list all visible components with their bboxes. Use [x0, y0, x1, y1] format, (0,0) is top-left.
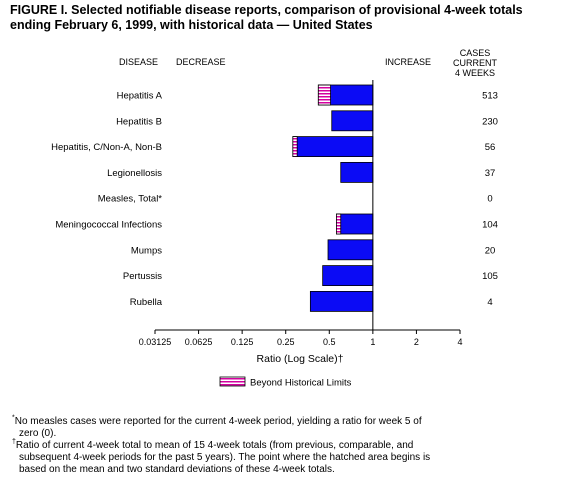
- hatch-hepatitis-c-non-a-non-b: [292, 136, 298, 158]
- footnote-ratio-text-1: Ratio of current 4-week total to mean of…: [15, 440, 414, 451]
- footnote-ratio-text-3: based on the mean and two standard devia…: [19, 464, 335, 475]
- category-label-hepatitis-a: Hepatitis A: [117, 91, 163, 102]
- x-tick-label-0-25: 0.25: [277, 337, 295, 347]
- footnote-ratio: †Ratio of current 4-week total to mean o…: [12, 438, 568, 476]
- bar-mumps: [327, 239, 374, 261]
- footnote-measles-text-1: No measles cases were reported for the c…: [14, 416, 422, 427]
- case-count-rubella: 4: [487, 297, 492, 308]
- column-header-decrease: DECREASE: [176, 57, 226, 67]
- figure-title-line-2: ending February 6, 1999, with historical…: [10, 18, 373, 32]
- footnote-measles-mark: *: [12, 414, 15, 422]
- category-label-hepatitis-b: Hepatitis B: [116, 116, 162, 127]
- x-tick-label-0-5: 0.5: [323, 337, 336, 347]
- column-header-increase: INCREASE: [385, 57, 432, 67]
- hatch-hepatitis-a: [317, 84, 331, 106]
- x-axis-title: Ratio (Log Scale)†: [257, 353, 344, 365]
- figure-title-line-1: FIGURE I. Selected notifiable disease re…: [10, 3, 523, 17]
- bar-hepatitis-c-non-a-non-b: [292, 136, 374, 158]
- bar-pertussis: [322, 265, 374, 287]
- x-tick-label-1: 1: [370, 337, 375, 347]
- category-label-meningococcal-infections: Meningococcal Infections: [55, 220, 162, 231]
- figure-title: FIGURE I. Selected notifiable disease re…: [10, 3, 565, 33]
- category-label-legionellosis: Legionellosis: [107, 168, 162, 179]
- legend: Beyond Historical Limits: [219, 376, 352, 389]
- bar-hepatitis-b: [331, 110, 374, 132]
- x-axis: 0.03125 0.0625 0.125 0.25 0.5 1 2 4: [139, 80, 463, 347]
- case-count-hepatitis-c-non-a-non-b: 56: [485, 142, 496, 153]
- column-header-cases-line-2: 4 WEEKS: [454, 68, 495, 78]
- ratio-bar-chart: 0.03125 0.0625 0.125 0.25 0.5 1 2 4 Hepatitis A…: [51, 80, 498, 389]
- case-count-legionellosis: 37: [485, 168, 496, 179]
- footnote-ratio-mark: †: [12, 438, 16, 446]
- footnote-measles-line-1: *No measles cases were reported for the …: [12, 414, 568, 428]
- bar-meningococcal-infections: [336, 213, 374, 235]
- hatch-meningococcal-infections: [336, 213, 342, 235]
- case-count-hepatitis-a: 513: [482, 91, 498, 102]
- bars-layer: [292, 84, 374, 312]
- case-counts: 513 230 56 37 0 104 20 105 4: [482, 91, 498, 308]
- footnote-ratio-text-2: subsequent 4-week periods for the past 5…: [19, 452, 431, 463]
- column-header-cases: CASES CURRENT 4 WEEKS: [438, 48, 512, 78]
- bar-legionellosis: [340, 161, 374, 183]
- x-tick-label-4: 4: [457, 337, 462, 347]
- bar-rubella: [309, 290, 374, 312]
- category-label-pertussis: Pertussis: [123, 271, 162, 282]
- x-tick-label-2: 2: [414, 337, 419, 347]
- legend-hatch-swatch: [219, 376, 246, 387]
- category-label-measles-total: Measles, Total*: [98, 194, 163, 205]
- footnote-measles-text-2: zero (0).: [19, 428, 57, 439]
- case-count-meningococcal-infections: 104: [482, 220, 498, 231]
- column-header-disease: DISEASE: [119, 57, 159, 67]
- category-label-mumps: Mumps: [131, 245, 162, 256]
- x-tick-label-0-125: 0.125: [231, 337, 254, 347]
- category-labels: Hepatitis A Hepatitis B Hepatitis, C/Non-A…: [51, 91, 163, 308]
- x-tick-label-0-03125: 0.03125: [139, 337, 172, 347]
- category-label-rubella: Rubella: [130, 297, 163, 308]
- footnote-ratio-line-1: †Ratio of current 4-week total to mean o…: [12, 438, 568, 452]
- category-label-hepatitis-c-non-a-non-b: Hepatitis, C/Non-A, Non-B: [51, 142, 162, 153]
- case-count-hepatitis-b: 230: [482, 116, 498, 127]
- column-header-cases-line-1: CASES CURRENT: [453, 48, 497, 68]
- case-count-pertussis: 105: [482, 271, 498, 282]
- case-count-measles-total: 0: [487, 194, 492, 205]
- x-tick-label-0-0625: 0.0625: [185, 337, 213, 347]
- legend-label: Beyond Historical Limits: [250, 378, 352, 389]
- footnote-measles: *No measles cases were reported for the …: [12, 414, 568, 440]
- case-count-mumps: 20: [485, 245, 496, 256]
